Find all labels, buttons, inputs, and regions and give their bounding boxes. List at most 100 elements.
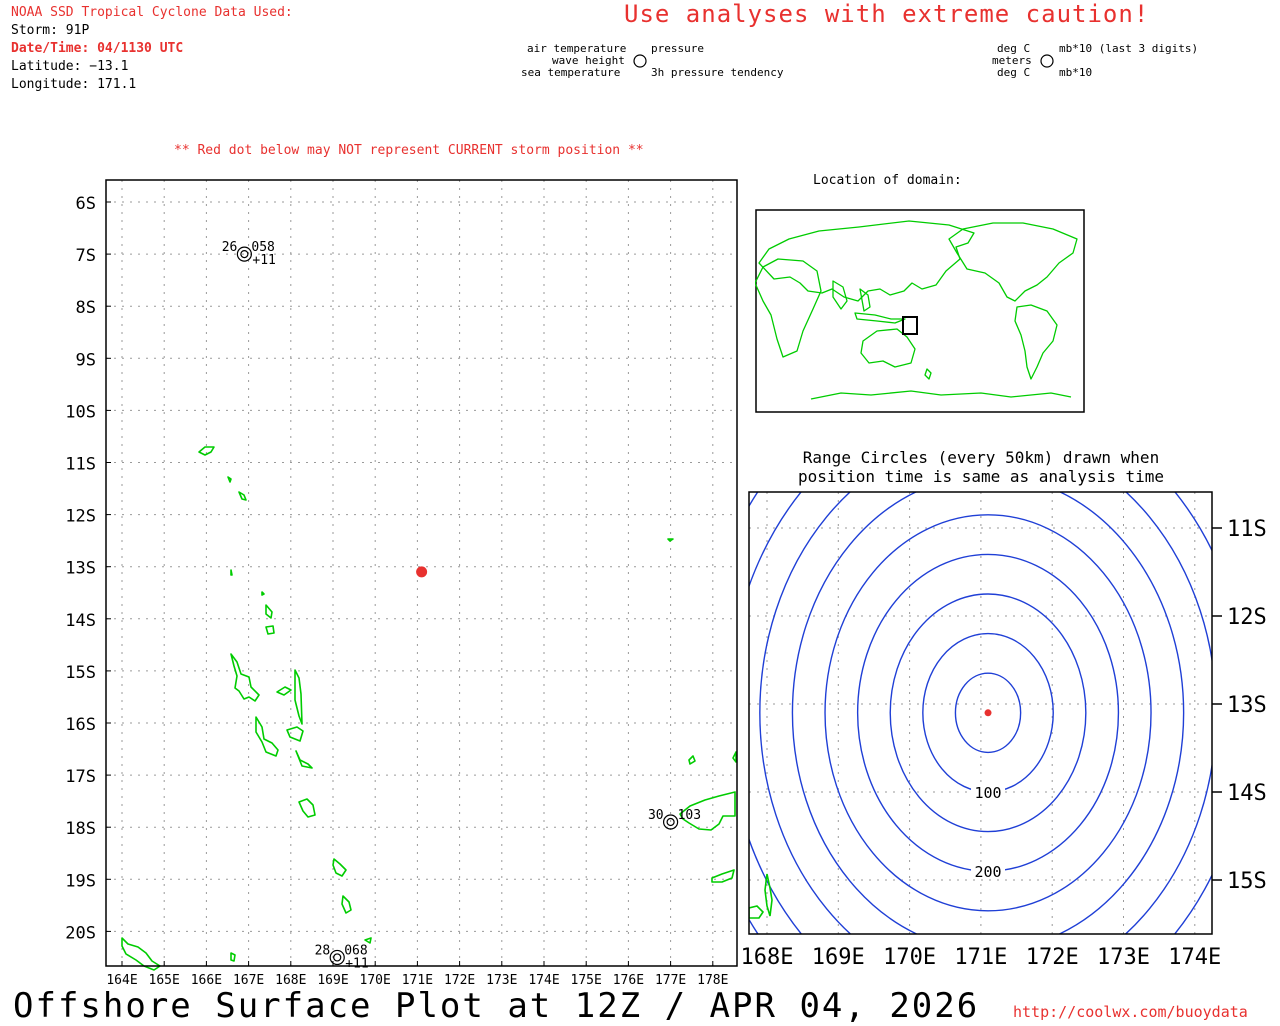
island-shape <box>265 604 273 619</box>
island-shape <box>198 446 215 456</box>
range-lon-tick-label: 174E <box>1168 945 1221 970</box>
legend-sea-temperature: sea temperature <box>521 66 621 79</box>
lon-tick-label: 174E <box>528 973 559 988</box>
legend-unit-meters: meters <box>992 54 1032 67</box>
range-lon-tick-label: 170E <box>883 945 936 970</box>
lon-tick-label: 176E <box>613 973 644 988</box>
island-shape <box>364 937 372 944</box>
range-ring-label: 100 <box>974 784 1001 802</box>
island-shape <box>295 750 313 769</box>
inset-world-map <box>755 209 1085 413</box>
range-lat-tick-label: 12S <box>1227 605 1267 630</box>
range-lat-tick-label: 14S <box>1227 781 1267 806</box>
station-pressure: 068 <box>344 943 367 958</box>
storm-position-marker[interactable] <box>416 566 428 578</box>
inset-continent-north-america <box>948 222 1078 302</box>
station-outer-circle-icon <box>329 949 345 966</box>
island-shape <box>732 751 737 763</box>
lat-tick-label: 6S <box>76 194 96 214</box>
lon-tick-label: 168E <box>275 973 306 988</box>
inset-continent-eurasia <box>758 220 975 302</box>
lat-tick-label: 12S <box>65 507 96 527</box>
legend-station-circle-icon <box>633 54 647 68</box>
lon-tick-label: 171E <box>402 973 433 988</box>
lat-tick-label: 15S <box>65 663 96 683</box>
plot-title: Offshore Surface Plot at 12Z / APR 04, 2… <box>13 986 980 1026</box>
storm-id: Storm: 91P <box>11 23 90 38</box>
island-shape <box>230 653 260 702</box>
legend-unit-circle-icon <box>1040 54 1054 68</box>
buoy-station[interactable]: 28 068+11 <box>315 943 369 971</box>
range-lon-tick-label: 173E <box>1097 945 1150 970</box>
lon-tick-label: 173E <box>486 973 517 988</box>
lat-tick-label: 14S <box>65 611 96 631</box>
range-lon-tick-label: 171E <box>954 945 1007 970</box>
storm-datetime: Date/Time: 04/1130 UTC <box>11 41 184 56</box>
range-panel-island-shape <box>764 873 773 917</box>
range-ring <box>824 514 1152 912</box>
range-ring <box>759 492 1212 934</box>
inset-continent-indonesia <box>854 312 906 324</box>
lon-tick-label: 177E <box>655 973 686 988</box>
main-map-storm-layer <box>416 566 428 578</box>
lon-tick-label: 165E <box>149 973 180 988</box>
range-lat-tick-label: 13S <box>1227 693 1267 718</box>
range-ring <box>954 672 1022 754</box>
caution-banner: Use analyses with extreme caution! <box>624 0 1150 28</box>
station-air-temperature: 30 <box>648 808 664 823</box>
range-ring-label-background <box>971 863 1006 880</box>
inset-continent-new-zealand <box>924 368 932 380</box>
buoy-station[interactable]: 30 103 <box>648 808 701 830</box>
station-pressure: 103 <box>678 808 701 823</box>
legend-unit-mb-top: mb*10 (last 3 digits) <box>1059 42 1199 55</box>
island-shape <box>679 791 736 831</box>
inset-continent-australia <box>860 328 916 368</box>
range-circles-panel: 168E 169E 170E 171E 172E 173E 174E 11S 12S 13S 14S… <box>741 491 1267 970</box>
main-map-frame <box>105 179 738 967</box>
range-panel-title-line1: Range Circles (every 50km) drawn when <box>802 448 1160 467</box>
island-shape <box>276 686 292 696</box>
inset-continent-south-asia <box>832 280 848 310</box>
island-shape <box>265 625 275 635</box>
island-shape <box>667 538 674 542</box>
range-lon-tick-label: 169E <box>812 945 865 970</box>
island-shape <box>121 937 161 971</box>
legend-unit-deg-c-top: deg C <box>997 42 1031 55</box>
inset-frame <box>755 209 1085 413</box>
station-air-temperature: 28 <box>315 943 331 958</box>
range-ring <box>791 492 1185 934</box>
lat-tick-label: 18S <box>65 819 96 839</box>
range-panel-island-shape <box>749 905 765 919</box>
lon-tick-label: 164E <box>106 973 137 988</box>
island-shape <box>711 869 735 883</box>
range-panel-frame <box>748 491 1213 935</box>
island-shape <box>332 858 347 877</box>
inset-continent-antarctica <box>810 390 1072 400</box>
inset-title: Location of domain: <box>813 173 962 188</box>
range-panel-grid <box>749 492 1212 934</box>
lon-tick-label: 166E <box>191 973 222 988</box>
station-inner-circle-icon <box>666 817 675 827</box>
island-shape <box>255 716 279 757</box>
island-shape <box>298 798 316 818</box>
red-dot-note: ** Red dot below may NOT represent CURRE… <box>174 143 644 158</box>
station-pressure-tendency: +11 <box>345 956 368 971</box>
lat-tick-label: 9S <box>76 350 96 370</box>
buoy-station[interactable]: 26 058+11 <box>222 240 276 268</box>
lat-tick-label: 16S <box>65 715 96 735</box>
island-shape <box>341 895 352 914</box>
island-shape <box>261 591 265 596</box>
range-lon-tick-label: 172E <box>1026 945 1079 970</box>
station-outer-circle-icon <box>236 246 252 262</box>
range-ring-label-background <box>971 784 1006 800</box>
range-lon-tick-label: 168E <box>741 945 794 970</box>
lat-tick-label: 11S <box>65 455 96 475</box>
island-shape <box>688 755 696 765</box>
station-pressure-tendency: +11 <box>252 253 275 268</box>
lon-tick-label: 170E <box>360 973 391 988</box>
lon-tick-label: 172E <box>444 973 475 988</box>
inset-continent-africa <box>755 258 822 358</box>
lat-tick-label: 13S <box>65 559 96 579</box>
source-url-link[interactable]: http://coolwx.com/buoydata <box>1013 1003 1248 1021</box>
